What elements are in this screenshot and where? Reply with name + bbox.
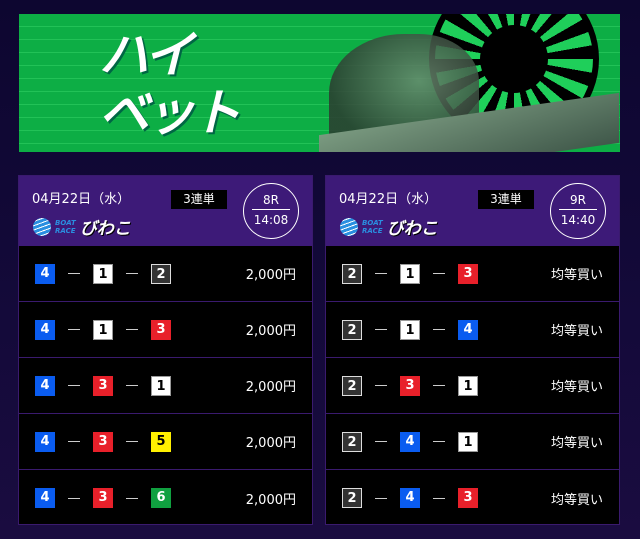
race-badge: 8R 14:08: [243, 183, 299, 239]
separator: [433, 329, 445, 330]
boat-number: 1: [93, 263, 113, 284]
venue-logo: BOAT RACE びわこ: [340, 214, 438, 239]
boat-number: 2: [342, 431, 362, 452]
bet-amount: 2,000円: [245, 268, 296, 283]
bet-amount: 均等買い: [550, 380, 603, 395]
race-number: 8R: [252, 193, 290, 210]
boat-number: 3: [458, 488, 478, 508]
race-card: 04月22日（水） 3連単 BOAT RACE びわこ 9R 14:40 2 1 3 均等買…: [325, 175, 620, 525]
boat-number: 6: [151, 488, 171, 508]
race-card: 04月22日（水） 3連単 BOAT RACE びわこ 8R 14:08 4 1 2 2,0…: [18, 175, 313, 525]
boat-number: 2: [342, 319, 362, 340]
boat-number: 3: [458, 263, 478, 284]
bet-row: 2 1 3 均等買い: [326, 246, 619, 302]
bet-row: 4 3 6 2,000円: [19, 470, 312, 526]
separator: [68, 441, 80, 442]
separator: [433, 385, 445, 386]
boat-number: 2: [342, 488, 362, 508]
boat-number: 3: [93, 431, 113, 452]
boat-number: 1: [400, 263, 420, 284]
boat-number: 1: [151, 375, 171, 396]
separator: [68, 273, 80, 274]
boat-number: 2: [342, 263, 362, 284]
separator: [126, 497, 138, 499]
separator: [433, 273, 445, 274]
separator: [375, 441, 387, 442]
bet-amount: 2,000円: [245, 436, 296, 451]
boat-number: 4: [35, 263, 55, 284]
high-bet-banner[interactable]: ハイ ベット: [19, 14, 620, 152]
race-number: 9R: [559, 193, 597, 210]
boat-number: 3: [400, 375, 420, 396]
separator: [68, 385, 80, 386]
boat-race-ball-icon: [33, 217, 51, 236]
separator: [375, 385, 387, 386]
bet-amount: 均等買い: [550, 436, 603, 451]
separator: [68, 329, 80, 330]
bet-row: 4 1 3 2,000円: [19, 302, 312, 358]
separator: [375, 329, 387, 330]
boat-number: 1: [400, 319, 420, 340]
bet-row: 4 3 1 2,000円: [19, 358, 312, 414]
bet-row: 2 3 1 均等買い: [326, 358, 619, 414]
boat-number: 4: [35, 319, 55, 340]
boat-number: 3: [151, 319, 171, 340]
boat-number: 2: [342, 375, 362, 396]
boat-number: 5: [151, 431, 171, 452]
boat-number: 4: [400, 431, 420, 452]
race-card-header: 04月22日（水） 3連単 BOAT RACE びわこ 9R 14:40: [326, 176, 619, 246]
bet-amount: 均等買い: [550, 324, 603, 339]
boat-number: 2: [151, 263, 171, 284]
race-badge: 9R 14:40: [550, 183, 606, 239]
boat-number: 1: [458, 375, 478, 396]
separator: [68, 497, 80, 499]
banner-title: ハイ ベット: [99, 26, 241, 142]
separator: [433, 441, 445, 442]
separator: [375, 497, 387, 499]
bet-row: 2 4 3 均等買い: [326, 470, 619, 526]
separator: [375, 273, 387, 274]
separator: [126, 273, 138, 274]
bet-row: 4 1 2 2,000円: [19, 246, 312, 302]
boat-race-ball-icon: [340, 217, 358, 236]
boat-number: 4: [35, 375, 55, 396]
race-date: 04月22日（水）: [339, 192, 438, 207]
boat-number: 4: [400, 488, 420, 508]
bet-amount: 均等買い: [550, 492, 603, 508]
boat-number: 1: [93, 319, 113, 340]
race-date: 04月22日（水）: [32, 192, 131, 207]
race-card-header: 04月22日（水） 3連単 BOAT RACE びわこ 8R 14:08: [19, 176, 312, 246]
bet-amount: 2,000円: [245, 492, 296, 508]
bet-row: 2 4 1 均等買い: [326, 414, 619, 470]
bet-amount: 2,000円: [245, 380, 296, 395]
venue-logo: BOAT RACE びわこ: [33, 214, 131, 239]
bet-type-badge: 3連単: [171, 190, 227, 209]
boat-number: 3: [93, 375, 113, 396]
separator: [126, 385, 138, 386]
bet-type-badge: 3連単: [478, 190, 534, 209]
separator: [126, 329, 138, 330]
boat-number: 4: [35, 488, 55, 508]
boat-number: 1: [458, 431, 478, 452]
bet-row: 2 1 4 均等買い: [326, 302, 619, 358]
separator: [433, 497, 445, 499]
race-time: 14:40: [560, 213, 596, 227]
bet-amount: 均等買い: [550, 268, 603, 283]
bet-amount: 2,000円: [245, 324, 296, 339]
boat-number: 4: [458, 319, 478, 340]
separator: [126, 441, 138, 442]
boat-number: 3: [93, 488, 113, 508]
bet-row: 4 3 5 2,000円: [19, 414, 312, 470]
race-time: 14:08: [253, 213, 289, 227]
boat-number: 4: [35, 431, 55, 452]
